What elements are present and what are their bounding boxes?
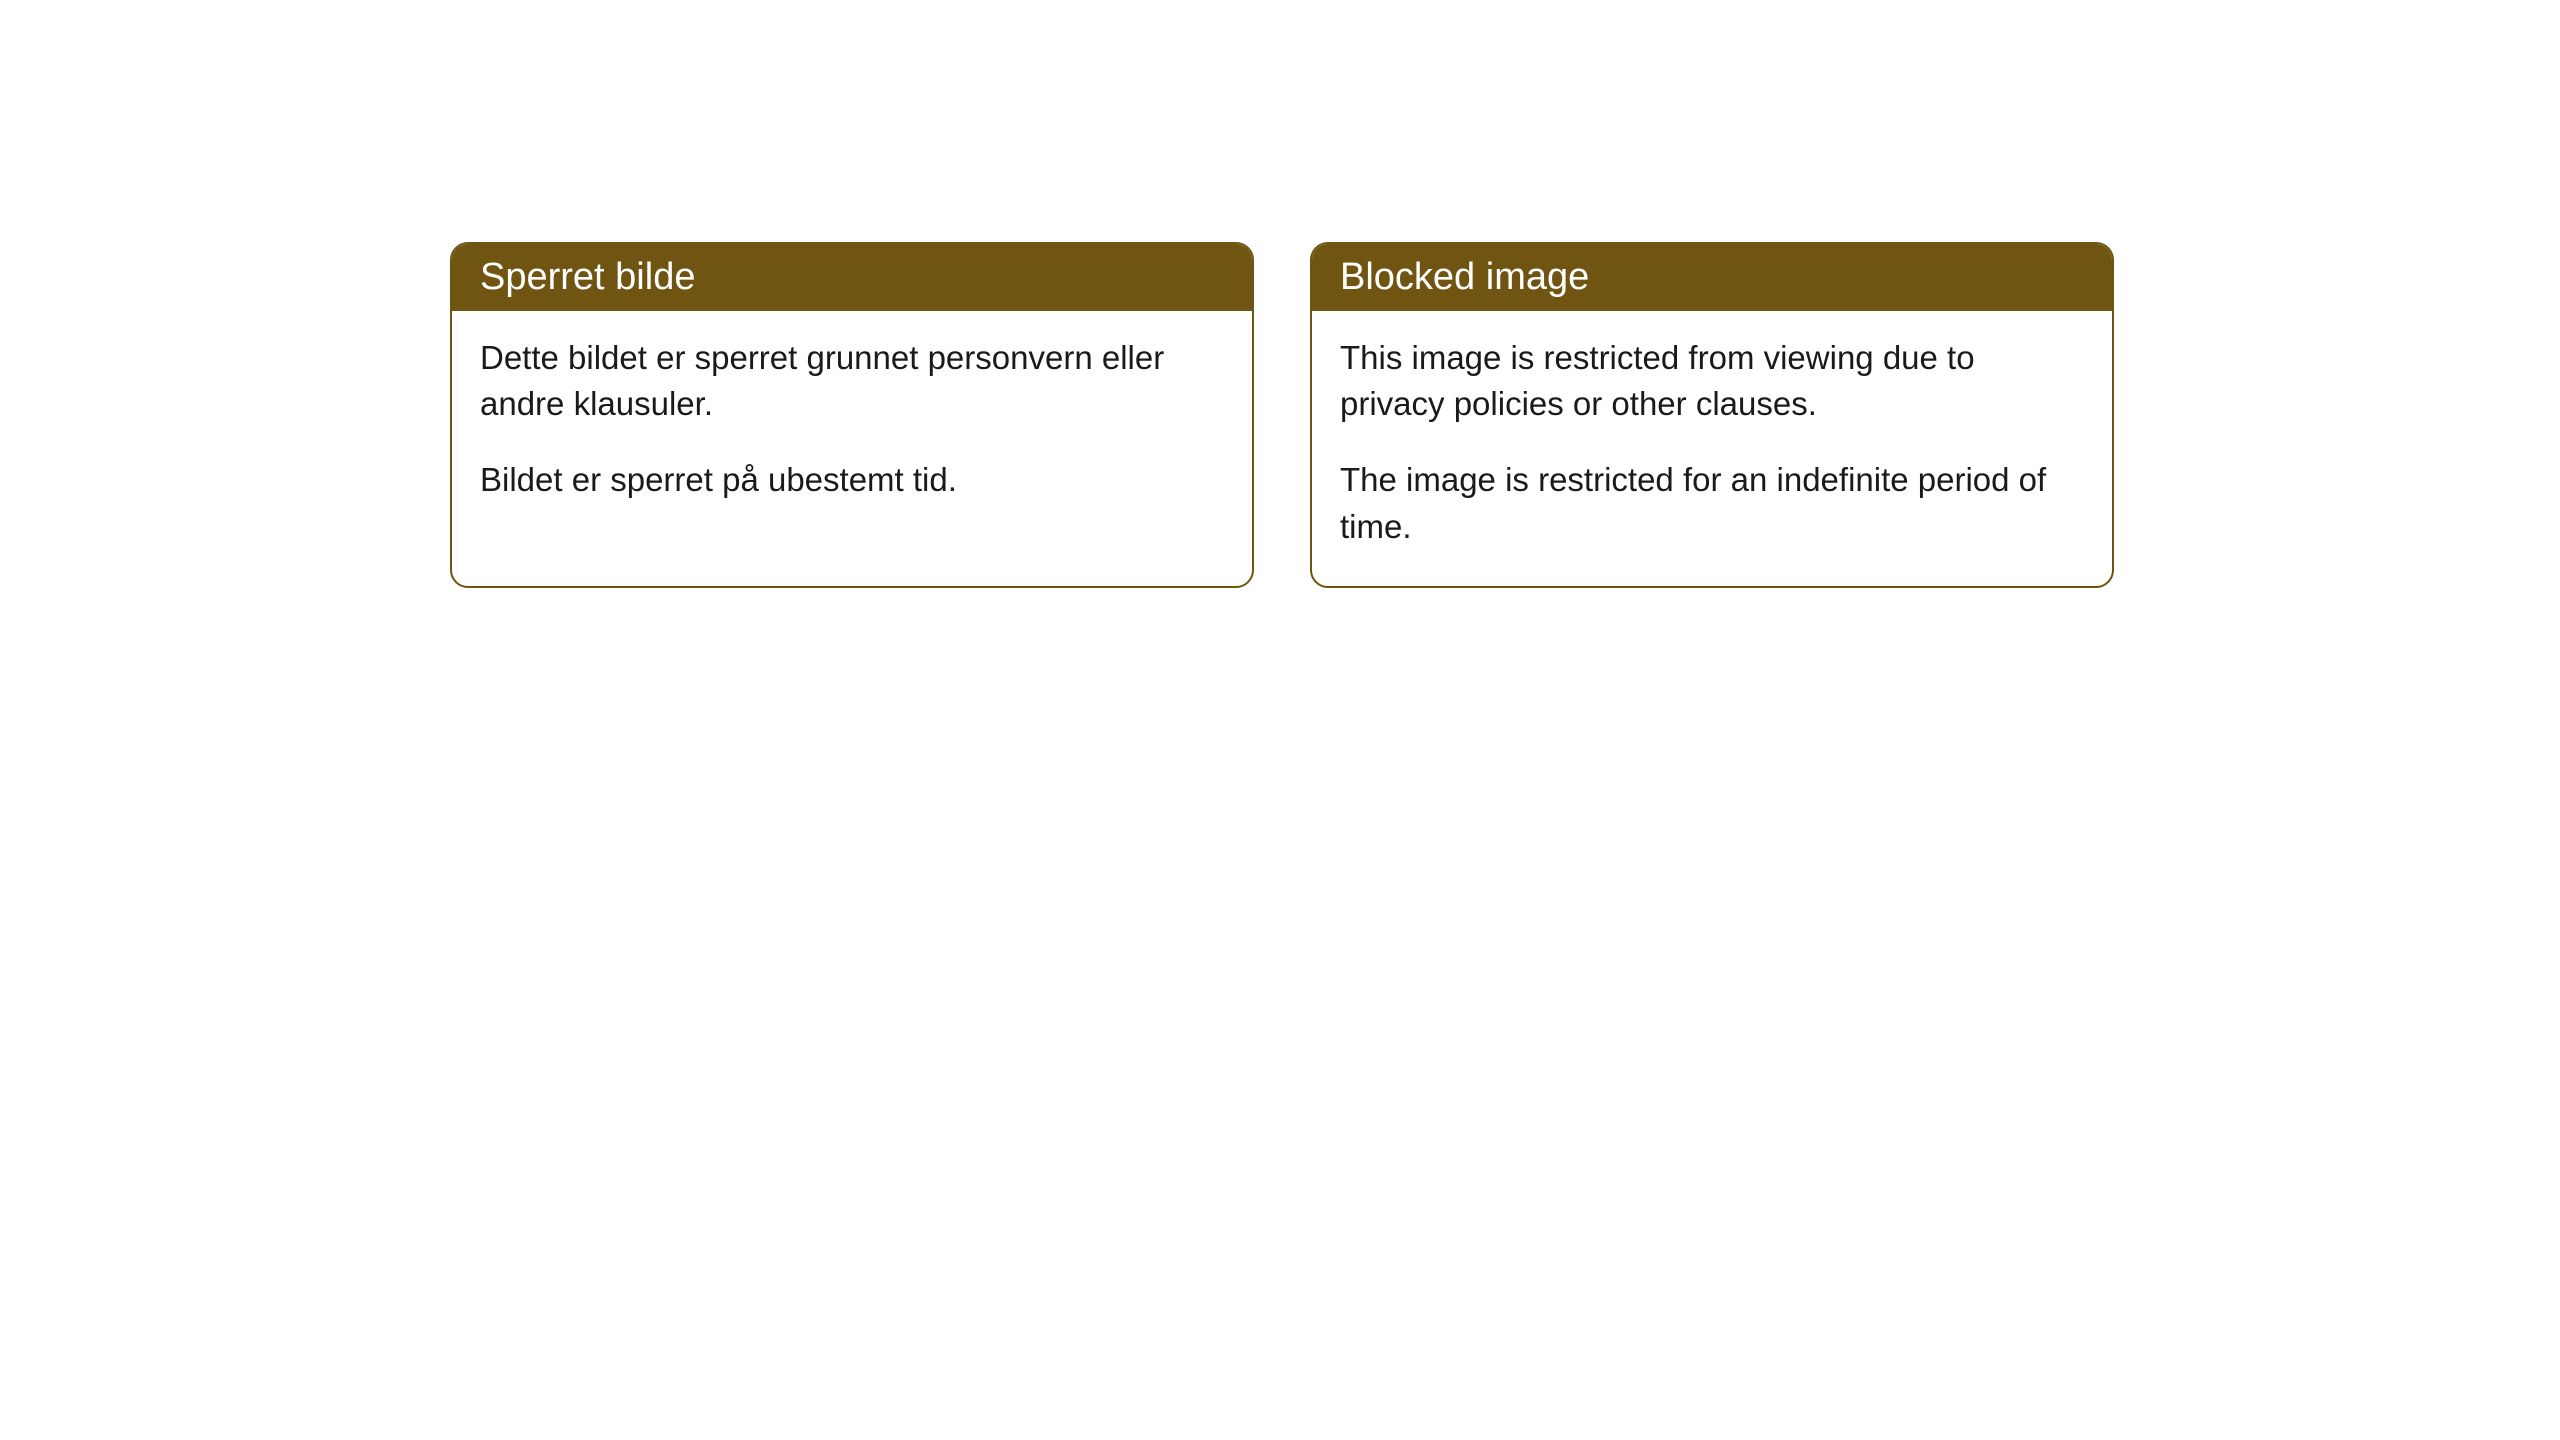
notice-cards-container: Sperret bilde Dette bildet er sperret gr… [0, 0, 2560, 588]
card-body: This image is restricted from viewing du… [1312, 311, 2112, 586]
card-header: Sperret bilde [452, 244, 1252, 311]
card-header: Blocked image [1312, 244, 2112, 311]
card-paragraph: The image is restricted for an indefinit… [1340, 457, 2084, 549]
card-paragraph: This image is restricted from viewing du… [1340, 335, 2084, 427]
blocked-image-card-en: Blocked image This image is restricted f… [1310, 242, 2114, 588]
blocked-image-card-no: Sperret bilde Dette bildet er sperret gr… [450, 242, 1254, 588]
card-title: Blocked image [1340, 256, 1589, 298]
card-body: Dette bildet er sperret grunnet personve… [452, 311, 1252, 540]
card-paragraph: Dette bildet er sperret grunnet personve… [480, 335, 1224, 427]
card-title: Sperret bilde [480, 256, 695, 298]
card-paragraph: Bildet er sperret på ubestemt tid. [480, 457, 1224, 503]
